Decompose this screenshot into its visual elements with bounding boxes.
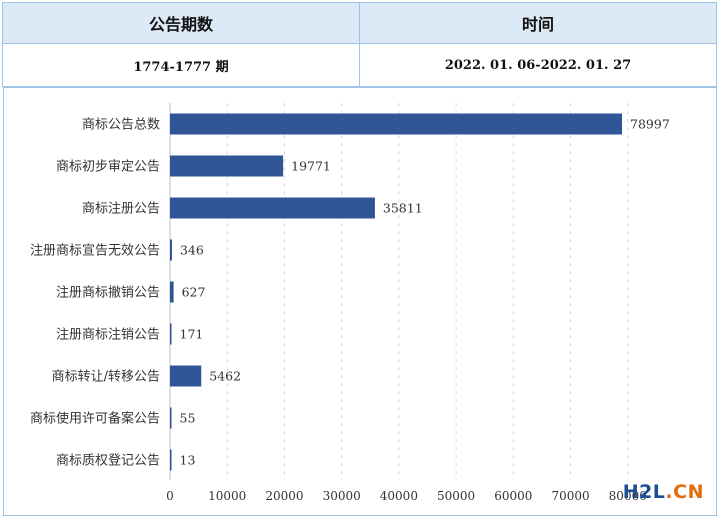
category-label: 注册商标宣告无效公告 (30, 243, 160, 259)
x-tick-label: 60000 (494, 489, 532, 503)
x-tick-label: 0 (166, 489, 174, 503)
category-label: 注册商标注销公告 (56, 328, 160, 343)
data-label: 346 (180, 243, 204, 258)
data-label: 13 (180, 453, 196, 468)
x-tick-label: 80000 (609, 489, 647, 503)
data-label: 35811 (383, 201, 423, 216)
category-label: 注册商标撤销公告 (56, 285, 160, 301)
bar (170, 197, 375, 219)
bar (170, 449, 172, 471)
category-label: 商标公告总数 (82, 118, 160, 133)
info-table-header-row: 公告期数 时间 (2, 2, 717, 44)
x-tick-label: 30000 (323, 489, 361, 503)
category-label: 商标转让/转移公告 (52, 370, 160, 385)
watermark-logo: H2L.CN (622, 481, 704, 503)
category-label: 商标质权登记公告 (56, 453, 160, 469)
bar-chart: 商标公告总数 78997 商标初步审定公告 19771 商标注册公告 35811 注册商标宣… (30, 103, 670, 503)
cell-issue-period: 1774-1777 期 (2, 43, 360, 87)
x-tick-label: 20000 (265, 489, 303, 503)
category-label: 商标使用许可备案公告 (30, 411, 160, 427)
bar (170, 323, 172, 345)
data-label: 55 (180, 411, 196, 426)
category-label: 商标初步审定公告 (56, 160, 160, 175)
header-time: 时间 (359, 2, 717, 44)
data-label: 19771 (291, 159, 331, 174)
data-label: 78997 (630, 117, 670, 132)
bar (170, 281, 174, 303)
bar (170, 365, 202, 387)
category-label: 商标注册公告 (82, 202, 160, 217)
x-tick-label: 50000 (437, 489, 475, 503)
info-table: 公告期数 时间 1774-1777 期 2022. 01. 06-2022. 0… (2, 2, 717, 87)
bar (170, 239, 172, 261)
data-label: 627 (182, 285, 206, 300)
bar (170, 407, 172, 429)
info-table-data-row: 1774-1777 期 2022. 01. 06-2022. 01. 27 (2, 43, 717, 87)
chart-container: 商标公告总数 78997 商标初步审定公告 19771 商标注册公告 35811 注册商标宣… (3, 87, 717, 516)
x-tick-label: 70000 (551, 489, 589, 503)
cell-time: 2022. 01. 06-2022. 01. 27 (359, 43, 717, 87)
bar (170, 155, 284, 177)
x-tick-label: 10000 (208, 489, 246, 503)
x-tick-label: 40000 (380, 489, 418, 503)
data-label: 171 (180, 327, 204, 342)
bar (170, 113, 623, 135)
header-issue-period: 公告期数 (2, 2, 360, 44)
data-label: 5462 (209, 369, 241, 384)
